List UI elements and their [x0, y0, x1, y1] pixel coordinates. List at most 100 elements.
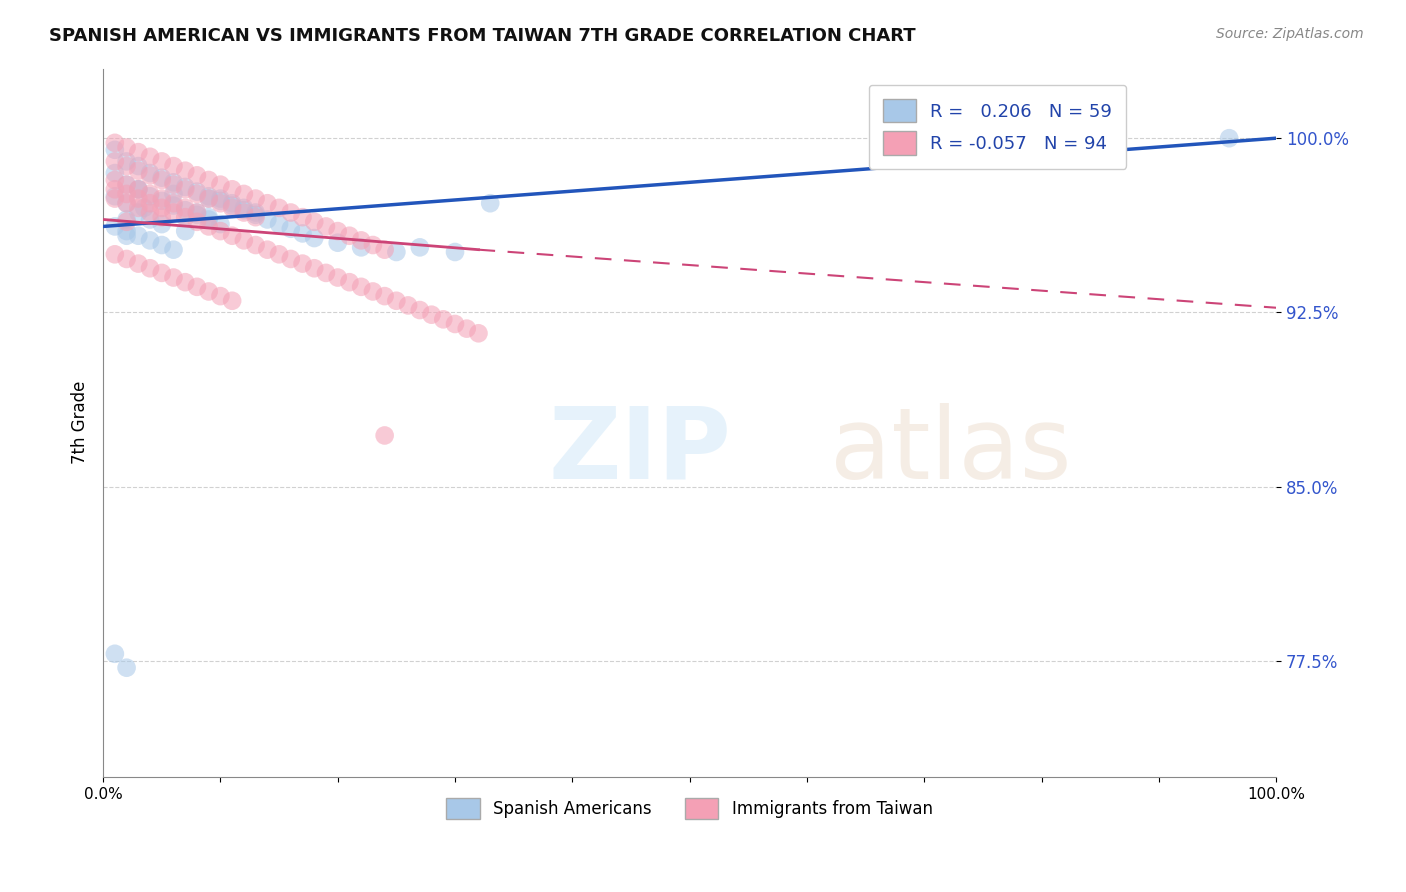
Point [232, 203, 254, 218]
Point [150, 217, 173, 231]
Point [115, 140, 138, 154]
Point [104, 143, 127, 157]
Point [456, 321, 478, 335]
Point [150, 194, 173, 208]
Point [374, 289, 396, 303]
Point [127, 145, 149, 160]
Point [267, 201, 290, 215]
Point [139, 166, 162, 180]
Point [115, 215, 138, 229]
Point [104, 136, 127, 150]
Point [127, 257, 149, 271]
Point [385, 293, 408, 308]
Point [291, 227, 314, 241]
Point [315, 219, 337, 234]
Point [115, 661, 138, 675]
Legend: Spanish Americans, Immigrants from Taiwan: Spanish Americans, Immigrants from Taiwa… [440, 791, 939, 825]
Point [197, 212, 219, 227]
Point [186, 280, 208, 294]
Point [304, 261, 326, 276]
Point [350, 233, 373, 247]
Point [115, 178, 138, 192]
Point [467, 326, 489, 341]
Point [174, 180, 197, 194]
Point [139, 212, 162, 227]
Point [104, 166, 127, 180]
Point [150, 192, 173, 206]
Point [127, 182, 149, 196]
Point [280, 252, 302, 266]
Point [420, 308, 443, 322]
Point [150, 238, 173, 252]
Point [174, 163, 197, 178]
Point [127, 205, 149, 219]
Point [115, 212, 138, 227]
Point [104, 647, 127, 661]
Point [267, 217, 290, 231]
Point [127, 201, 149, 215]
Point [209, 192, 232, 206]
Point [186, 208, 208, 222]
Point [197, 189, 219, 203]
Point [197, 192, 219, 206]
Point [104, 182, 127, 196]
Point [256, 243, 278, 257]
Point [197, 173, 219, 187]
Point [221, 182, 243, 196]
Point [115, 196, 138, 211]
Point [444, 317, 467, 331]
Point [256, 212, 278, 227]
Y-axis label: 7th Grade: 7th Grade [72, 381, 89, 465]
Point [326, 270, 349, 285]
Point [409, 303, 432, 318]
Point [174, 182, 197, 196]
Point [256, 196, 278, 211]
Point [350, 240, 373, 254]
Point [326, 224, 349, 238]
Point [232, 201, 254, 215]
Point [127, 228, 149, 243]
Point [150, 154, 173, 169]
Point [267, 247, 290, 261]
Point [186, 205, 208, 219]
Point [134, 201, 156, 215]
Point [174, 203, 197, 218]
Point [245, 238, 267, 252]
Point [162, 186, 184, 201]
Point [245, 205, 267, 219]
Point [326, 235, 349, 250]
Point [186, 186, 208, 201]
Point [245, 210, 267, 224]
Point [162, 243, 184, 257]
Point [174, 224, 197, 238]
Point [104, 247, 127, 261]
Point [115, 228, 138, 243]
Point [115, 178, 138, 192]
Point [127, 182, 149, 196]
Point [150, 210, 173, 224]
Point [139, 150, 162, 164]
Point [115, 224, 138, 238]
Point [162, 196, 184, 211]
Point [361, 285, 384, 299]
Point [221, 293, 243, 308]
Point [150, 266, 173, 280]
Point [291, 257, 314, 271]
Point [162, 205, 184, 219]
Point [339, 228, 361, 243]
Point [221, 201, 243, 215]
Point [209, 289, 232, 303]
Point [104, 192, 127, 206]
Point [162, 178, 184, 192]
Point [127, 182, 149, 196]
Point [186, 169, 208, 183]
Point [139, 261, 162, 276]
Point [197, 210, 219, 224]
Point [339, 275, 361, 289]
Point [139, 186, 162, 201]
Point [150, 201, 173, 215]
Point [350, 280, 373, 294]
Point [221, 228, 243, 243]
Point [209, 194, 232, 208]
Point [127, 163, 149, 178]
